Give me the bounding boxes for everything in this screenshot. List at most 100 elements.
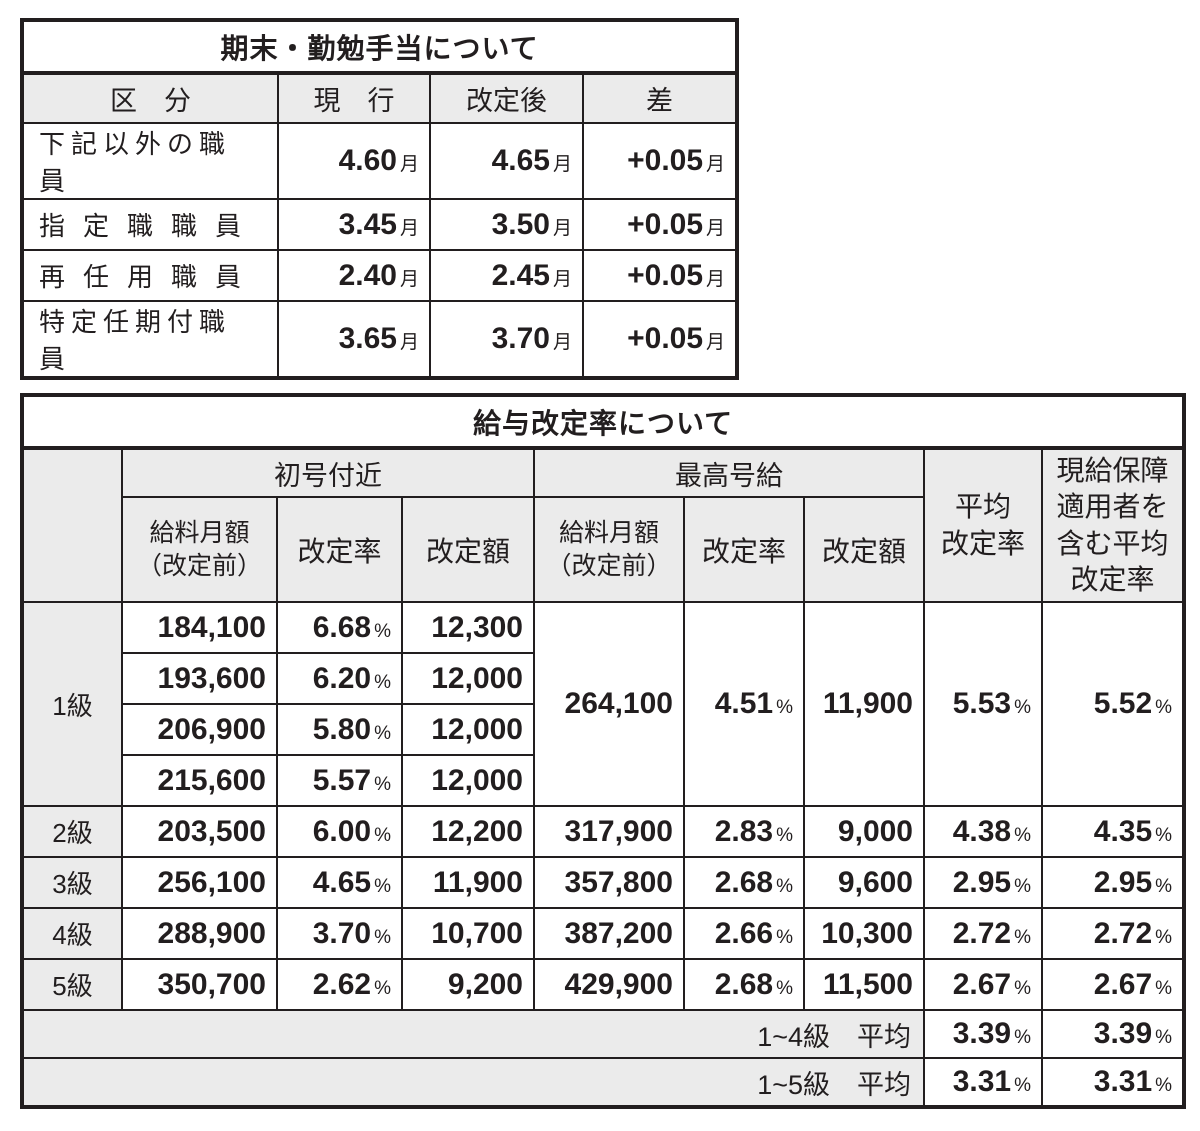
max-rate-cell: 2.66% [683, 907, 805, 960]
value: 4.65 [491, 144, 550, 177]
row-category-label: 下記以外の職員 [21, 122, 279, 200]
value: 3.39 [952, 1017, 1012, 1050]
group-header-max-step: 最高号給 [533, 447, 925, 498]
grade-label: 5級 [21, 958, 123, 1011]
salary-cell: 184,100 [121, 601, 278, 654]
max-salary-cell: 357,800 [533, 856, 685, 909]
group-header-first-step: 初号付近 [121, 447, 535, 498]
revision-rate-table: 給与改定率について 初号付近 最高号給 平均 改定率 現給保障 適用者を 含む平… [20, 393, 1187, 1109]
rate-cell: 5.57% [276, 754, 403, 807]
revision-table-title: 給与改定率について [20, 394, 1186, 450]
allowance-table-title: 期末・勤勉手当について [20, 19, 739, 75]
percent-unit: % [374, 824, 391, 846]
salary-cell: 206,900 [121, 703, 278, 756]
revision-title-row: 給与改定率について [20, 394, 1186, 450]
header-revised: 改定後 [429, 72, 584, 124]
percent-unit: % [1155, 697, 1173, 718]
month-unit: 月 [399, 332, 419, 353]
amount-cell: 12,000 [401, 703, 535, 756]
value: 357,800 [564, 865, 673, 899]
table-row-grade3: 3級 256,100 4.65% 11,900 357,800 2.68% 9,… [21, 856, 1186, 909]
salary-cell: 350,700 [121, 958, 278, 1011]
value: 429,900 [564, 967, 673, 1001]
percent-unit: % [776, 824, 793, 846]
current-value-cell: 2.40 月 [277, 249, 431, 302]
allowance-title-row: 期末・勤勉手当について [20, 19, 739, 75]
allowance-header-row: 区 分 現 行 改定後 差 [21, 72, 739, 124]
header-current: 現 行 [277, 72, 431, 124]
grade-label: 4級 [21, 907, 123, 960]
avg-rate-cell: 3.39% [923, 1009, 1043, 1059]
revised-value-cell: 2.45 月 [429, 249, 584, 302]
avg-rate-cell: 2.95% [923, 856, 1043, 909]
value: 193,600 [157, 661, 266, 695]
max-amount-cell: 11,900 [803, 601, 925, 807]
table-row-grade2: 2級 203,500 6.00% 12,200 317,900 2.83% 9,… [21, 805, 1186, 858]
month-unit: 月 [706, 332, 726, 353]
value: 2.66 [714, 916, 774, 950]
month-unit: 月 [552, 332, 572, 353]
header-amount-max: 改定額 [803, 496, 925, 603]
diff-value-cell: +0.05 月 [581, 300, 739, 379]
header-diff: 差 [581, 72, 739, 124]
avg-rate-incl-cell: 5.52% [1040, 601, 1186, 807]
header-average-rate: 平均 改定率 [923, 447, 1043, 603]
value: 10,300 [821, 916, 913, 950]
avg-rate-incl-cell: 2.67% [1040, 958, 1186, 1011]
rate-cell: 5.80% [276, 703, 403, 756]
max-amount-cell: 11,500 [803, 958, 925, 1011]
table-row-grade1-sub: 206,900 5.80% 12,000 [22, 703, 1184, 756]
month-unit: 月 [552, 154, 572, 175]
summary-row-1-4: 1~4級 平均 3.39% 3.39% [21, 1009, 1186, 1059]
avg-rate-incl-cell: 2.72% [1040, 907, 1186, 960]
value: 9,600 [837, 865, 913, 899]
value: 3.31 [952, 1065, 1012, 1098]
value: 5.53 [952, 687, 1012, 720]
percent-unit: % [776, 926, 793, 948]
value: 317,900 [564, 814, 673, 848]
value: 6.20 [312, 661, 372, 695]
revised-value-cell: 3.50 月 [429, 198, 584, 251]
amount-cell: 12,000 [401, 652, 535, 705]
avg-rate-incl-cell: 3.31% [1040, 1057, 1186, 1108]
value: 2.68 [714, 865, 774, 899]
value: 11,500 [822, 967, 913, 1001]
value: 256,100 [157, 865, 266, 899]
header-average-rate-incl-guarantee: 現給保障 適用者を 含む平均 改定率 [1040, 447, 1186, 603]
month-unit: 月 [706, 154, 726, 175]
percent-unit: % [374, 671, 391, 693]
percent-unit: % [1014, 697, 1031, 718]
table-row-grade1-sub: 215,600 5.57% 12,000 [22, 754, 1184, 807]
rate-cell: 6.68% [276, 601, 403, 654]
value: 215,600 [157, 763, 266, 797]
percent-unit: % [776, 875, 793, 897]
value: 5.57 [312, 763, 372, 797]
revised-value-cell: 4.65 月 [429, 122, 584, 200]
value: 2.68 [714, 967, 774, 1001]
avg-rate-cell: 2.72% [923, 907, 1043, 960]
current-value-cell: 4.60 月 [277, 122, 431, 200]
percent-unit: % [1014, 926, 1031, 948]
value: 203,500 [157, 814, 266, 848]
avg-rate-incl-cell: 2.95% [1040, 856, 1186, 909]
amount-cell: 12,200 [401, 805, 535, 858]
month-unit: 月 [552, 217, 572, 239]
percent-unit: % [1014, 824, 1031, 846]
table-row: 特定任期付職員 3.65 月 3.70 月 +0.05 月 [21, 300, 739, 379]
amount-cell: 10,700 [401, 907, 535, 960]
value: 3.70 [312, 916, 372, 950]
value: 2.62 [312, 967, 372, 1001]
table-row: 指定職職員 3.45 月 3.50 月 +0.05 月 [21, 198, 739, 251]
header-category: 区 分 [21, 72, 279, 124]
percent-unit: % [1155, 1075, 1173, 1096]
value: 5.80 [312, 712, 372, 746]
value: 2.40 [338, 258, 397, 292]
value: 10,700 [431, 916, 523, 950]
row-category-label: 特定任期付職員 [21, 300, 279, 379]
value: 3.70 [491, 322, 550, 355]
diff-value-cell: +0.05 月 [581, 122, 739, 200]
max-salary-cell: 317,900 [533, 805, 685, 858]
amount-cell: 11,900 [401, 856, 535, 909]
value: 387,200 [564, 916, 673, 950]
percent-unit: % [776, 977, 793, 999]
